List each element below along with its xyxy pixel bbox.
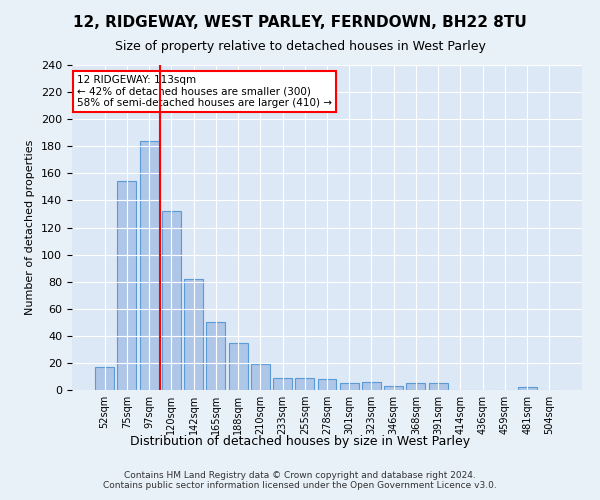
Text: Size of property relative to detached houses in West Parley: Size of property relative to detached ho… (115, 40, 485, 53)
Text: Contains HM Land Registry data © Crown copyright and database right 2024.
Contai: Contains HM Land Registry data © Crown c… (103, 470, 497, 490)
Bar (384, 386, 403, 390)
Bar (140, 141, 158, 390)
Bar (251, 364, 270, 390)
Bar (429, 383, 448, 390)
Y-axis label: Number of detached properties: Number of detached properties (25, 140, 35, 315)
Bar (95, 367, 114, 390)
Bar (118, 182, 136, 390)
Text: Distribution of detached houses by size in West Parley: Distribution of detached houses by size … (130, 435, 470, 448)
Bar (184, 279, 203, 390)
Text: 12 RIDGEWAY: 113sqm
← 42% of detached houses are smaller (300)
58% of semi-detac: 12 RIDGEWAY: 113sqm ← 42% of detached ho… (77, 74, 332, 108)
Bar (340, 383, 359, 390)
Text: 12, RIDGEWAY, WEST PARLEY, FERNDOWN, BH22 8TU: 12, RIDGEWAY, WEST PARLEY, FERNDOWN, BH2… (73, 15, 527, 30)
Bar (206, 322, 225, 390)
Bar (362, 382, 381, 390)
Bar (162, 211, 181, 390)
Bar (518, 388, 536, 390)
Bar (295, 378, 314, 390)
Bar (229, 342, 248, 390)
Bar (406, 383, 425, 390)
Bar (317, 379, 337, 390)
Bar (273, 378, 292, 390)
